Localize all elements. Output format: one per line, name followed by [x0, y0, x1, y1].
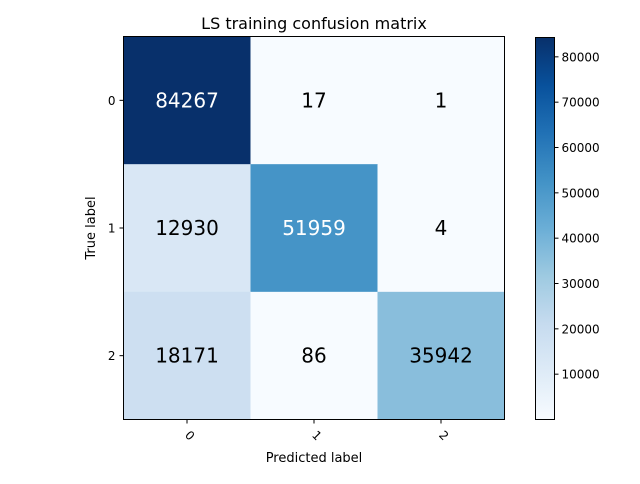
colorbar-tick-label: 10000: [562, 368, 600, 382]
y-axis-label: True label: [84, 196, 99, 260]
colorbar-ticks: 10000 20000 30000 40000 50000 60000 70000 80000: [554, 50, 600, 382]
matrix-cell-value: 51959: [282, 216, 346, 240]
matrix-cell-value: 18171: [155, 344, 219, 368]
x-axis-ticks: 0 1 2: [182, 419, 451, 443]
matrix-cell-value: 86: [301, 344, 326, 368]
matrix-cell: [377, 36, 505, 165]
x-axis-label: Predicted label: [266, 451, 363, 466]
matrix-cell: [377, 164, 505, 293]
colorbar: [535, 37, 555, 420]
y-tick-label: 2: [108, 349, 116, 363]
y-tick-label: 0: [108, 94, 116, 108]
colorbar-tick-label: 60000: [562, 141, 600, 155]
matrix-cell-value: 17: [301, 88, 326, 112]
matrix-cell-labels: 84267 17 1 12930 51959 4 18171 86 35942: [155, 88, 473, 367]
x-tick-label: 0: [182, 428, 197, 443]
colorbar-tick-label: 80000: [562, 50, 600, 64]
matrix-cell: [250, 36, 378, 165]
matrix-cell: [123, 291, 251, 420]
colorbar-tick-label: 20000: [562, 322, 600, 336]
matrix-cell-value: 1: [435, 88, 448, 112]
y-tick-label: 1: [108, 222, 116, 236]
colorbar-tick-label: 70000: [562, 96, 600, 110]
matrix-cell: [250, 164, 378, 293]
matrix-cell-value: 84267: [155, 88, 219, 112]
matrix-cell-value: 12930: [155, 216, 219, 240]
matrix-cell-value: 35942: [409, 344, 473, 368]
matrix-cell: [377, 291, 505, 420]
colorbar-tick-label: 50000: [562, 186, 600, 200]
x-tick-label: 2: [436, 428, 451, 443]
chart-title: LS training confusion matrix: [201, 14, 427, 33]
x-tick-label: 1: [309, 428, 324, 443]
matrix-cell-value: 4: [435, 216, 448, 240]
matrix-cell: [123, 36, 251, 165]
colorbar-tick-label: 30000: [562, 277, 600, 291]
y-axis-ticks: 0 1 2: [108, 94, 124, 363]
matrix-cell: [123, 164, 251, 293]
colorbar-tick-label: 40000: [562, 232, 600, 246]
matrix-cells: [123, 36, 505, 420]
matrix-cell: [250, 291, 378, 420]
